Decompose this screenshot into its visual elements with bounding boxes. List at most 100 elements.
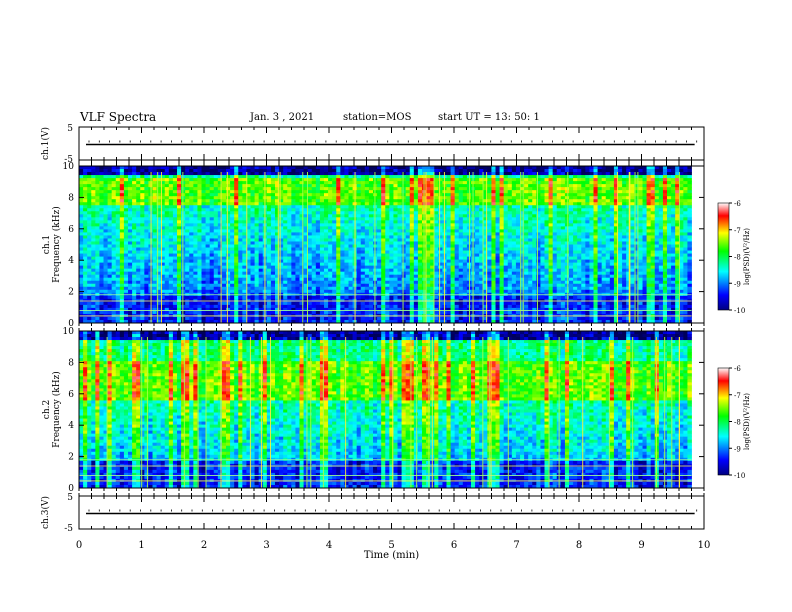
spectrogram-cell: [152, 178, 157, 182]
spectrogram-cell: [577, 193, 582, 197]
spectrogram-cell: [401, 166, 407, 170]
spectrogram-cell: [458, 235, 464, 239]
spectrogram-cell: [360, 247, 366, 251]
spectrogram-cell: [172, 202, 178, 206]
spectrogram-cell: [136, 214, 141, 218]
spectrogram-cell: [238, 256, 243, 260]
spectrogram-cell: [279, 169, 284, 173]
spectrogram-cell: [201, 208, 206, 212]
spectrogram-cell: [511, 247, 517, 251]
spectrogram-cell: [328, 175, 333, 179]
spectrogram-cell: [156, 184, 162, 188]
spectrogram-cell: [238, 190, 243, 194]
spectrogram-cell: [548, 214, 554, 218]
spectrogram-cell: [613, 223, 619, 227]
spectrogram-cell: [618, 175, 623, 179]
spectrogram-cell: [491, 232, 496, 236]
spectrogram-cell: [573, 205, 578, 209]
spectrogram-cell: [569, 196, 574, 200]
spectrogram-cell: [83, 214, 88, 218]
spectrogram-cell: [601, 196, 607, 200]
spectrogram-cell: [593, 166, 598, 170]
spectrogram-cell: [650, 247, 656, 251]
spectrogram-cell: [683, 190, 688, 194]
spectrogram-cell: [144, 178, 149, 182]
spectrogram-cell: [413, 187, 419, 191]
spectrogram-cell: [511, 202, 517, 206]
spectrogram-cell: [262, 169, 268, 173]
spectrogram-cell: [642, 208, 647, 212]
spectrogram-cell: [564, 247, 570, 251]
spectrogram-cell: [573, 184, 578, 188]
spectrogram-cell: [164, 193, 170, 197]
spectrogram-cell: [107, 226, 113, 230]
spectrogram-cell: [287, 229, 292, 233]
spectrogram-cell: [389, 199, 394, 203]
spectrogram-cell: [650, 187, 656, 191]
spectrogram-cell: [213, 193, 219, 197]
spectrogram-cell: [544, 184, 549, 188]
spectrogram-cell: [622, 220, 627, 224]
spectrogram-cell: [336, 259, 341, 264]
spectrogram-cell: [287, 199, 292, 203]
spectrogram-cell: [181, 190, 186, 194]
spectrogram-cell: [385, 178, 390, 182]
spectrogram-cell: [679, 181, 684, 185]
spectrogram-cell: [450, 256, 456, 260]
spectrogram-cell: [377, 259, 382, 264]
spectrogram-cell: [254, 214, 260, 218]
spectrogram-cell: [507, 205, 513, 209]
spectrogram-cell: [270, 175, 276, 179]
spectrogram-cell: [254, 232, 260, 236]
spectrogram-cell: [597, 226, 603, 230]
spectrogram-cell: [160, 229, 166, 233]
spectrogram-cell: [303, 235, 309, 239]
spectrogram-cell: [462, 250, 468, 254]
spectrogram-cell: [499, 217, 505, 221]
spectrogram-cell: [458, 184, 464, 188]
spectrogram-cell: [573, 196, 578, 200]
spectrogram-cell: [336, 226, 341, 230]
spectrogram-cell: [536, 166, 541, 170]
spectrogram-cell: [283, 187, 288, 191]
spectrogram-cell: [254, 244, 260, 248]
spectrogram-cell: [279, 175, 284, 179]
spectrogram-cell: [495, 172, 500, 176]
spectrogram-cell: [132, 259, 137, 264]
spectrogram-cell: [511, 178, 517, 182]
spectrogram-cell: [123, 196, 129, 200]
spectrogram-cell: [205, 199, 211, 203]
spectrogram-cell: [205, 223, 211, 227]
spectrogram-cell: [156, 193, 162, 197]
spectrogram-cell: [152, 217, 157, 221]
spectrogram-cell: [393, 199, 398, 203]
spectrogram-cell: [168, 211, 174, 215]
spectrogram-cell: [593, 217, 598, 221]
spectrogram-cell: [177, 256, 182, 260]
spectrogram-cell: [687, 199, 692, 203]
spectrogram-cell: [287, 184, 292, 188]
spectrogram-cell: [577, 223, 582, 227]
spectrogram-cell: [152, 169, 157, 173]
spectrogram-cell: [172, 178, 178, 182]
spectrogram-cell: [132, 190, 137, 194]
spectrogram-cell: [450, 208, 456, 212]
spectrogram-cell: [503, 235, 509, 239]
spectrogram-cell: [675, 217, 680, 221]
spectrogram-cell: [569, 211, 574, 215]
spectrogram-cell: [540, 220, 545, 224]
spectrogram-cell: [532, 247, 537, 251]
spectrogram-cell: [291, 223, 296, 227]
spectrogram-cell: [569, 169, 574, 173]
spectrogram-cell: [344, 223, 349, 227]
spectrogram-cell: [675, 223, 680, 227]
spectrogram-cell: [683, 232, 688, 236]
spectrogram-cell: [524, 166, 529, 170]
spectrogram-cell: [417, 211, 423, 215]
spectrogram-cell: [217, 226, 223, 230]
spectrogram-cell: [119, 211, 125, 215]
spectrogram-cell: [560, 229, 566, 233]
spectrogram-cell: [605, 250, 611, 254]
spectrogram-cell: [160, 256, 166, 260]
spectrogram-cell: [324, 187, 329, 191]
